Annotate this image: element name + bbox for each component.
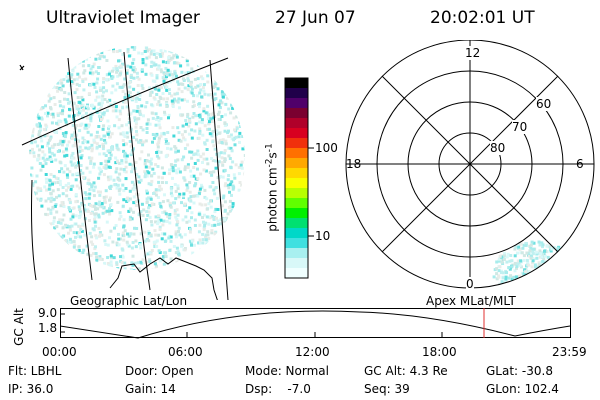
colorbar-cell [285,238,308,249]
glat-value: GLat: -30.8 [486,364,553,378]
colorbar-cell [285,218,308,229]
timeline-ytick-min: 1.8 [38,321,58,335]
polar-image-pixels [492,240,581,288]
colorbar [284,77,314,279]
timeline-axis-label: GC Alt [12,308,26,346]
colorbar-cell [285,108,308,119]
gc-alt-value: GC Alt: 4.3 Re [364,364,448,378]
colorbar-cell [285,208,308,219]
colorbar-cell [285,258,308,269]
geographic-image [19,46,245,300]
colorbar-tick-100: 100 [315,141,338,155]
colorbar-cell [285,148,308,159]
time-label: 20:02:01 UT [430,8,535,28]
ip-value: IP: 36.0 [8,382,54,396]
mlat-label-70: 70 [512,120,528,134]
mlat-label-80: 80 [490,141,506,155]
colorbar-cell [285,78,308,89]
mlt-label-6: 6 [576,157,584,171]
colorbar-cell [285,188,308,199]
colorbar-unit-label: photon cm-2s-1 [264,143,280,232]
auroral-image-pixels [29,46,245,270]
colorbar-cell [285,248,308,259]
mlat-label-60: 60 [536,97,552,111]
meridian-line [31,179,37,281]
mlt-label-18: 18 [346,157,362,171]
colorbar-cell [285,168,308,179]
door-value: Door: Open [125,364,194,378]
meridian-line [123,51,151,291]
timeline-xtick-4: 23:59 [552,345,587,359]
meridian-line [209,59,229,300]
filter-value: Flt: LBHL [8,364,62,378]
seq-value: Seq: 39 [364,382,410,396]
colorbar-cell [285,268,308,279]
mlt-label-0: 0 [466,277,474,291]
timeline-xtick-1: 06:00 [168,345,203,359]
colorbar-cell [285,128,308,139]
date-label: 27 Jun 07 [275,8,356,28]
gain-value: Gain: 14 [125,382,176,396]
colorbar-cell [285,88,308,99]
glon-value: GLon: 102.4 [486,382,559,396]
mlt-label-12: 12 [465,46,481,60]
colorbar-cell [285,178,308,189]
instrument-title: Ultraviolet Imager [46,8,200,28]
geographic-label: Geographic Lat/Lon [70,294,188,308]
colorbar-cell [285,228,308,239]
colorbar-cell [285,158,308,169]
colorbar-tick-10: 10 [315,229,331,243]
timeline-xtick-3: 18:00 [422,345,457,359]
apex-label: Apex MLat/MLT [426,294,516,308]
altitude-curve [60,310,571,339]
polar-plot [345,40,595,289]
colorbar-cell [285,138,308,149]
timeline-xtick-2: 12:00 [295,345,330,359]
altitude-timeline [60,308,571,339]
latitude-line [21,57,229,146]
dsp-value: Dsp: -7.0 [245,382,311,396]
timeline-xtick-0: 00:00 [42,345,77,359]
colorbar-cell [285,118,308,129]
colorbar-cell [285,98,308,109]
timeline-ytick-max: 9.0 [38,306,58,320]
mode-value: Mode: Normal [245,364,329,378]
coastline [109,257,218,300]
meridian-line [67,57,93,281]
colorbar-cell [285,198,308,209]
